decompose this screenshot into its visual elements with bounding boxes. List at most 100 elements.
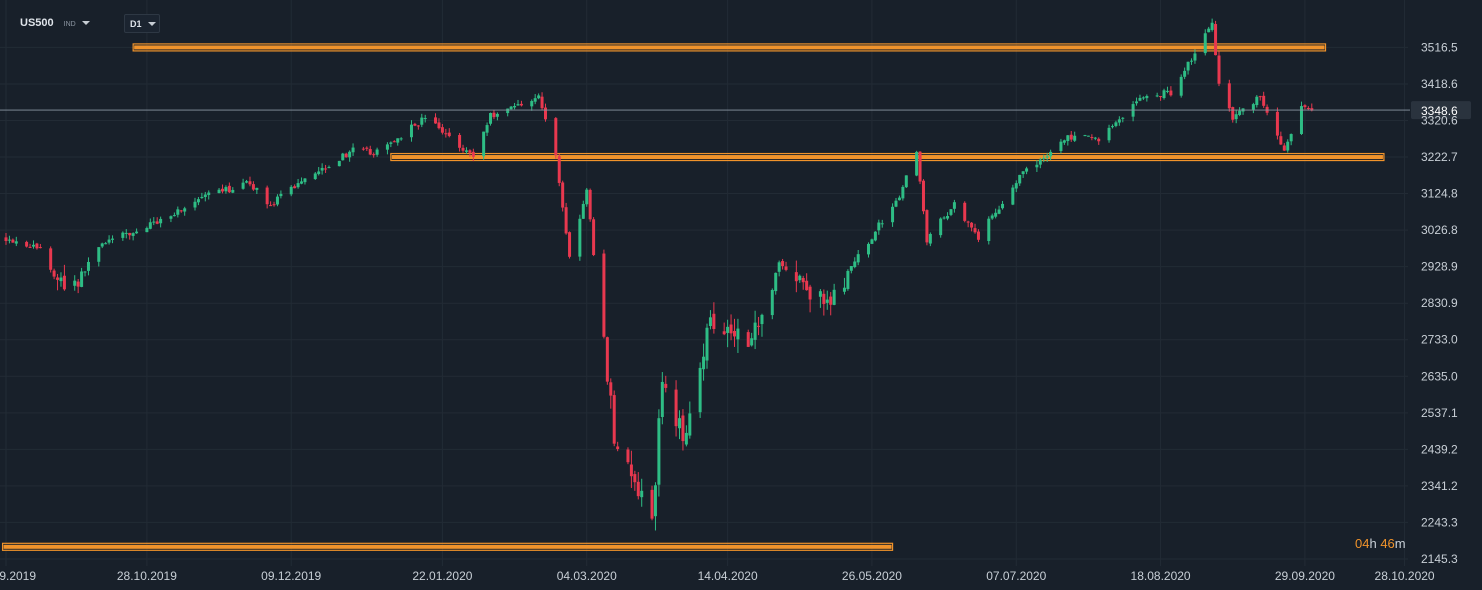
y-tick-label: 2537.1: [1421, 406, 1458, 420]
candle-body: [434, 117, 438, 124]
candle-body: [1021, 171, 1025, 175]
candle-body: [777, 262, 781, 272]
candle-body: [684, 432, 688, 445]
candle-body: [537, 95, 541, 99]
candle-body: [1231, 107, 1235, 120]
candle-body: [805, 280, 809, 291]
candle-body: [437, 122, 441, 129]
candle-body: [104, 243, 108, 245]
candle-body: [561, 182, 565, 208]
candle-body: [678, 418, 682, 429]
candle-body: [732, 330, 736, 337]
candle-body: [825, 299, 829, 303]
candle-body: [86, 261, 90, 271]
price-axis: 3516.5 3418.6 3320.6 3222.7 3124.8 3026.8 2928…: [1421, 40, 1458, 566]
candle-body: [1279, 136, 1283, 145]
candle-body: [1159, 96, 1163, 98]
candle-body: [1262, 95, 1266, 106]
candle-body: [176, 209, 180, 215]
candle-body: [385, 144, 389, 150]
x-tick-label: 22.01.2020: [412, 569, 472, 583]
candle-body: [348, 151, 352, 158]
candle-body: [1210, 22, 1214, 30]
candle-body: [327, 167, 331, 169]
y-tick-label: 2830.9: [1421, 296, 1458, 310]
candle-body: [564, 207, 568, 234]
candle-body: [31, 244, 35, 247]
candle-body: [949, 209, 953, 215]
candle-body: [1059, 141, 1063, 152]
candle-body: [1162, 90, 1166, 99]
candle-body: [1193, 53, 1197, 61]
candle-body: [794, 272, 798, 282]
candle-body: [255, 187, 259, 190]
candle-body: [207, 192, 211, 196]
candle-body: [248, 181, 252, 185]
y-tick-label: 3516.5: [1421, 40, 1458, 54]
candle-body: [867, 243, 871, 255]
chevron-down-icon[interactable]: [81, 21, 90, 25]
candle-body: [781, 261, 785, 267]
candle-body: [939, 218, 943, 236]
timeframe-selector[interactable]: D1: [124, 14, 160, 33]
candle-body: [289, 186, 293, 195]
candle-body: [440, 127, 444, 133]
candle-body: [303, 178, 307, 183]
candle-body: [708, 317, 712, 327]
candle-body: [1011, 187, 1015, 205]
horizontal-levels: [1, 43, 1385, 551]
instrument-selector[interactable]: US500 IND: [10, 14, 90, 32]
candle-body: [650, 489, 654, 519]
candle-body: [1282, 145, 1286, 151]
countdown-minutes: 46: [1380, 536, 1395, 551]
timeframe-label[interactable]: D1: [130, 18, 142, 29]
chevron-down-icon[interactable]: [147, 21, 156, 26]
candle-body: [818, 291, 822, 297]
candle-body: [368, 149, 372, 155]
candle-body: [203, 194, 207, 197]
candle-body: [1073, 135, 1077, 141]
candle-body: [80, 271, 84, 287]
candle-body: [987, 218, 991, 242]
candle-body: [56, 277, 60, 280]
candle-body: [413, 123, 417, 126]
candle-body: [928, 233, 932, 244]
candle-body: [217, 189, 221, 194]
candle-body: [1093, 137, 1097, 139]
candle-body: [485, 125, 489, 133]
candle-body: [193, 201, 197, 208]
candle-body: [832, 289, 836, 305]
candle-body: [241, 182, 245, 189]
candle-body: [568, 232, 572, 257]
y-tick-label: 3124.8: [1421, 187, 1458, 201]
candle-body: [1042, 157, 1046, 159]
candle-body: [169, 216, 173, 219]
candle-body: [736, 328, 740, 340]
candle-body: [915, 151, 919, 176]
candle-body: [14, 241, 18, 244]
candle-body: [1310, 108, 1314, 111]
candle-body: [585, 189, 589, 205]
candle-body: [227, 185, 231, 193]
candle-body: [897, 197, 901, 201]
countdown-minutes-unit: m: [1394, 536, 1406, 551]
candle-body: [712, 313, 716, 329]
candle-body: [52, 270, 56, 277]
symbol-label[interactable]: US500: [20, 17, 54, 29]
candle-body: [375, 149, 379, 155]
candle-body: [155, 221, 159, 224]
candle-body: [509, 106, 513, 110]
candle-body: [35, 243, 39, 249]
candle-body: [409, 124, 413, 138]
candle-body: [172, 215, 176, 217]
x-tick-label: 04.03.2020: [557, 569, 617, 583]
candle-body: [990, 215, 994, 219]
candle-body: [279, 193, 283, 197]
candle-body: [128, 232, 132, 236]
candle-body: [1299, 106, 1303, 134]
candle-body: [159, 218, 163, 224]
countdown-hours: 04: [1355, 536, 1370, 551]
candle-body: [856, 254, 860, 263]
candle-body: [293, 186, 297, 189]
